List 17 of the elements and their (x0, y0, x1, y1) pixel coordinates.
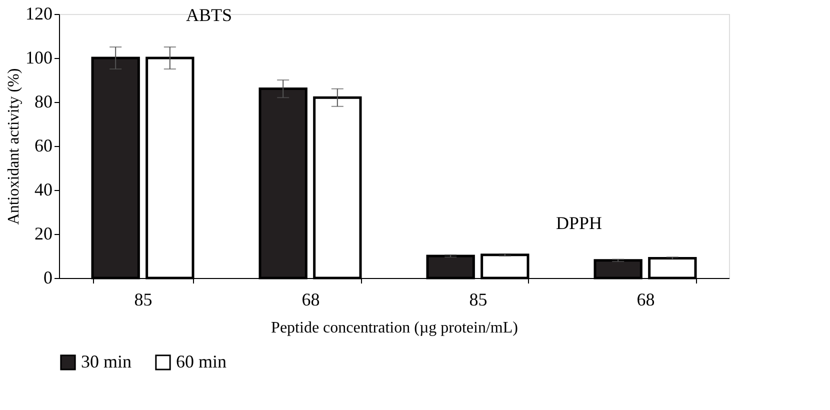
y-tick-label: 80 (34, 92, 52, 112)
y-axis-title: Antioxidant activity (%) (6, 68, 22, 225)
legend-label: 30 min (81, 351, 132, 372)
annotation: ABTS (186, 5, 232, 25)
y-tick-label: 100 (26, 48, 52, 68)
y-tick-label: 60 (34, 136, 52, 156)
y-tick-label: 20 (34, 224, 52, 244)
x-tick-label: 68 (302, 290, 320, 310)
x-tick-label: 68 (636, 290, 655, 310)
y-tick-label: 40 (34, 180, 52, 200)
annotation: DPPH (556, 213, 602, 233)
x-axis-title: Peptide concentration (µg protein/mL) (271, 320, 518, 336)
legend-label: 60 min (176, 351, 227, 372)
x-tick-label: 85 (134, 290, 152, 310)
x-tick-label: 85 (469, 290, 488, 310)
y-tick-label: 120 (26, 4, 52, 24)
y-tick-label: 0 (44, 268, 52, 288)
